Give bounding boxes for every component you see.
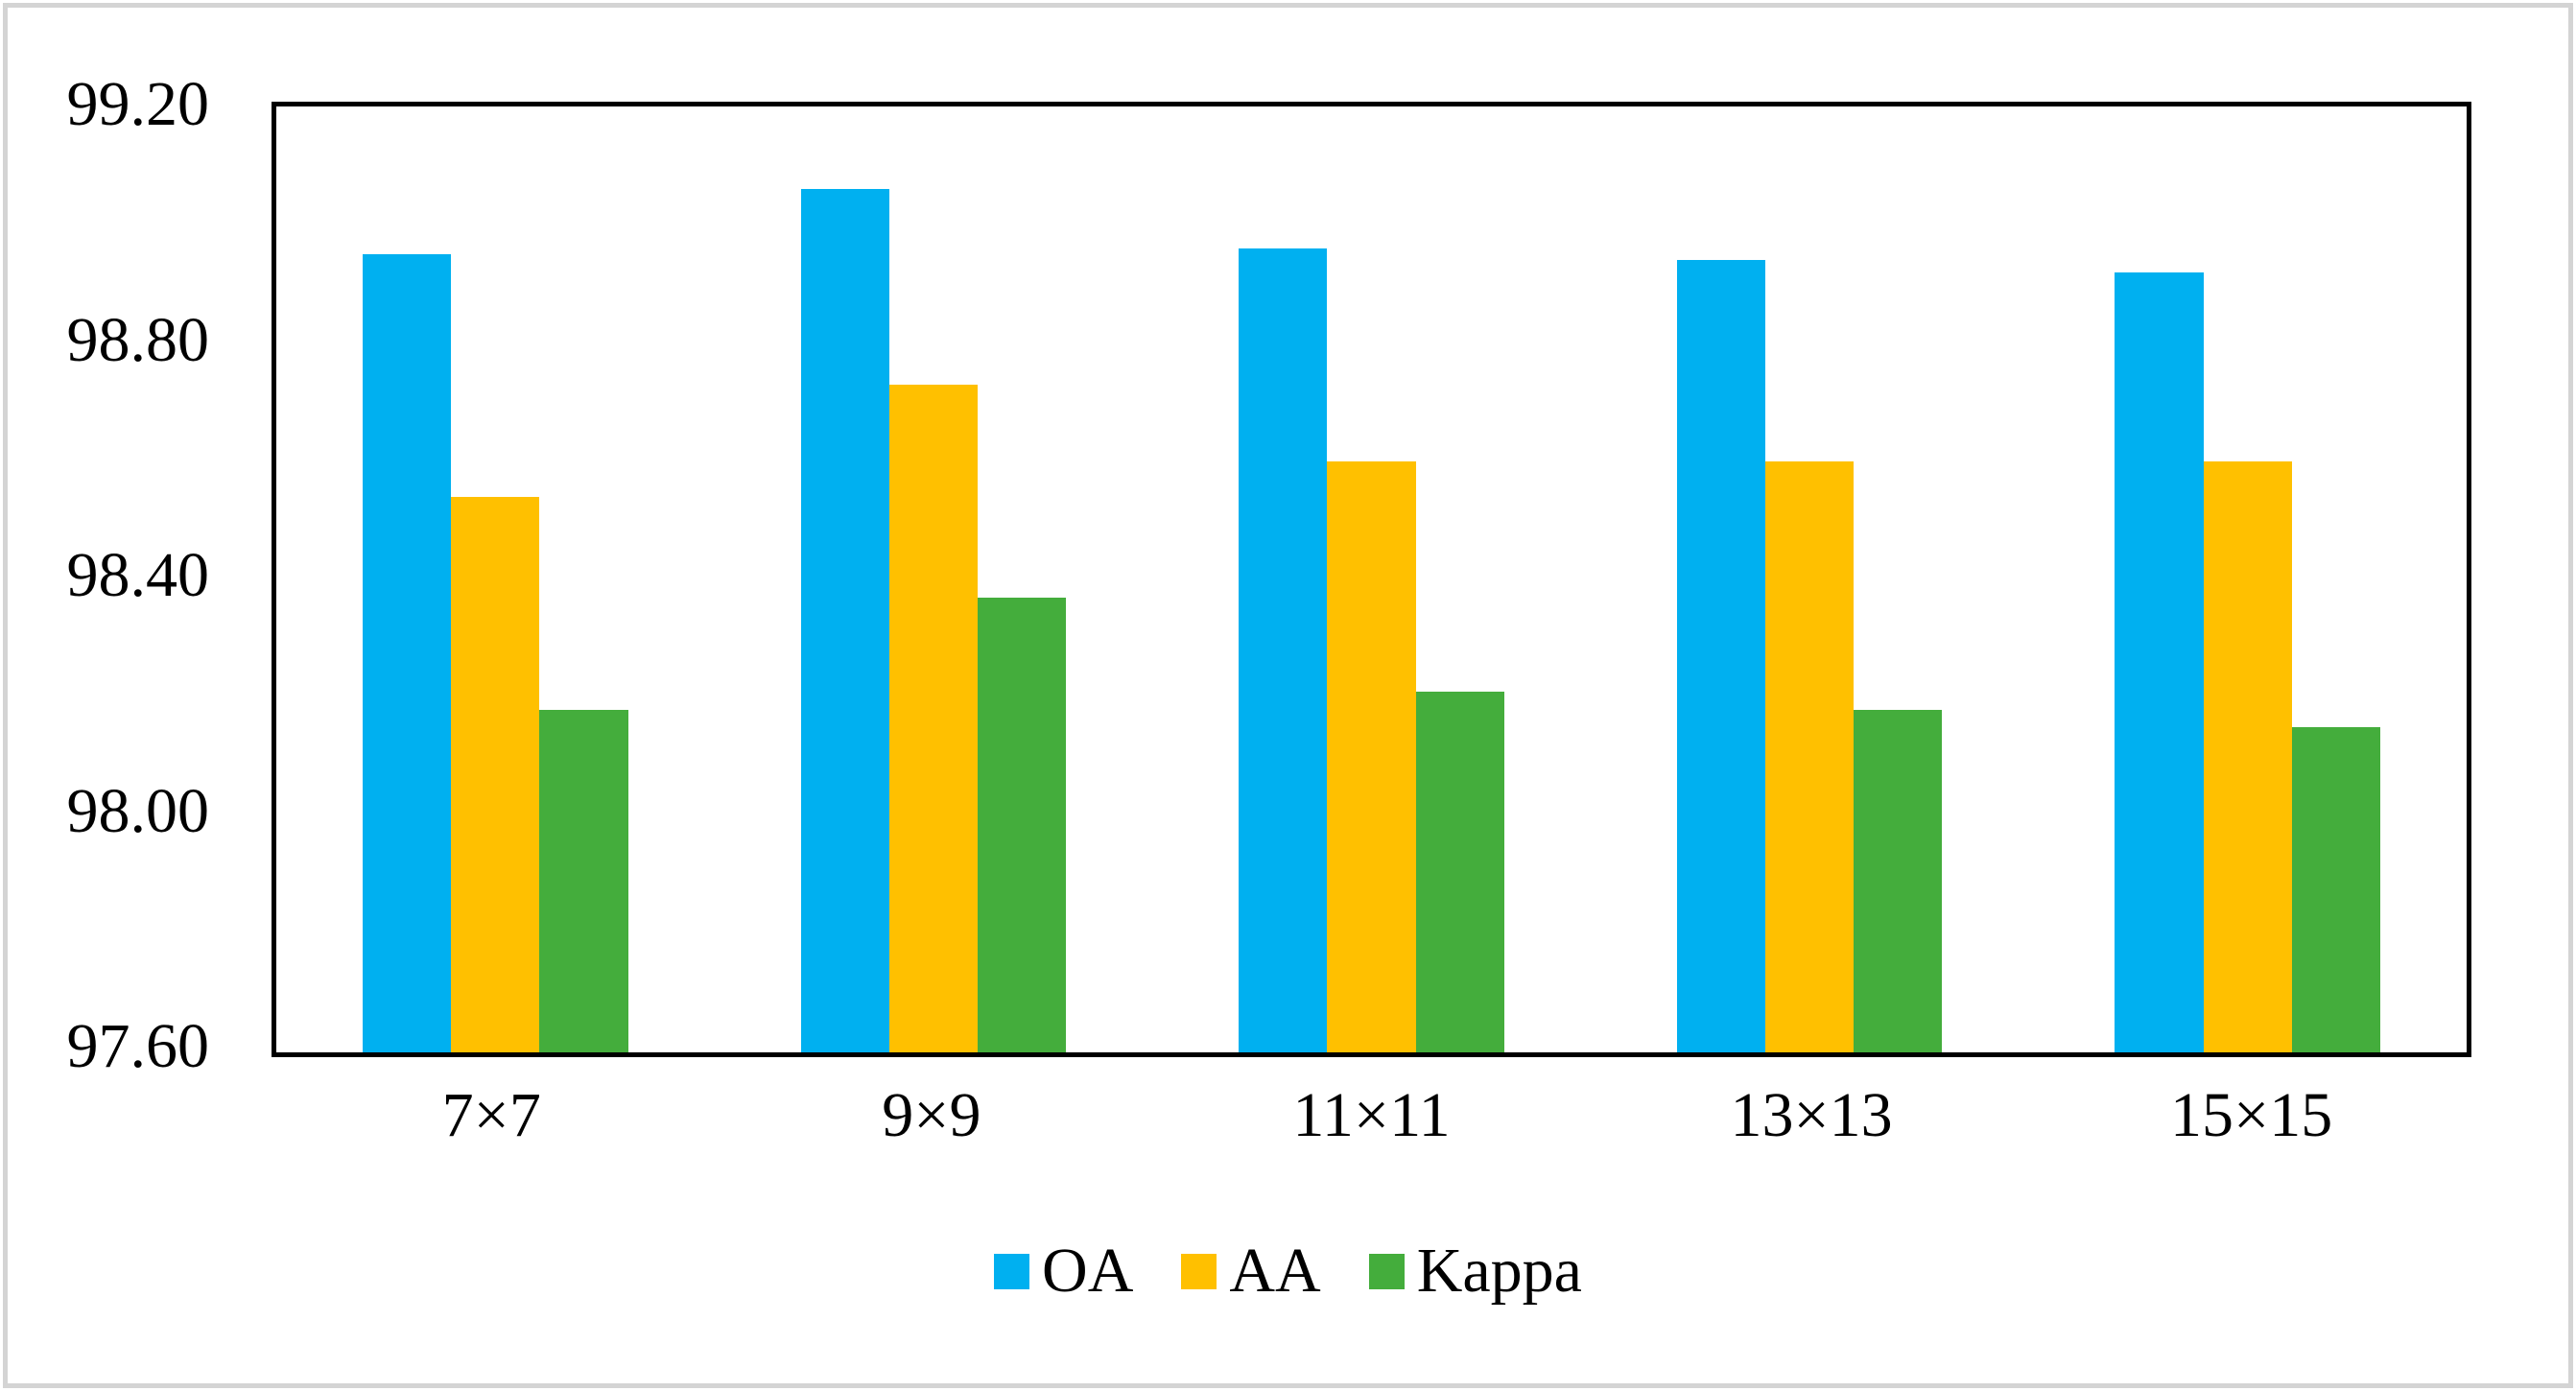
legend: OA AA Kappa <box>0 1239 2576 1303</box>
bar-aa-9×9 <box>888 384 978 1052</box>
bar-oa-9×9 <box>800 189 889 1052</box>
bar-group-9×9 <box>715 106 1153 1052</box>
legend-swatch-aa <box>1181 1253 1217 1289</box>
bar-kappa-9×9 <box>978 597 1067 1052</box>
bar-aa-13×13 <box>1764 460 1855 1052</box>
x-axis-label-9×9: 9×9 <box>882 1080 981 1150</box>
legend-swatch-oa <box>994 1253 1030 1289</box>
y-tick-label: 97.60 <box>66 1011 210 1081</box>
legend-label-aa: AA <box>1229 1236 1321 1306</box>
y-axis: 99.20 98.80 98.40 98.00 97.60 <box>38 73 210 1078</box>
x-axis-label-11×11: 11×11 <box>1292 1080 1451 1150</box>
bar-group-7×7 <box>276 106 715 1052</box>
y-tick-label: 98.80 <box>66 304 210 375</box>
legend-item-aa: AA <box>1181 1236 1321 1306</box>
bar-kappa-7×7 <box>539 709 628 1052</box>
bar-aa-7×7 <box>451 496 540 1052</box>
x-axis-label-15×15: 15×15 <box>2170 1080 2333 1150</box>
bar-aa-11×11 <box>1327 460 1416 1052</box>
y-tick-label: 99.20 <box>66 69 210 139</box>
legend-swatch-kappa <box>1368 1253 1405 1289</box>
bar-oa-13×13 <box>1676 260 1765 1052</box>
bar-group-13×13 <box>1591 106 2029 1052</box>
bar-aa-15×15 <box>2203 460 2292 1052</box>
x-axis-label-7×7: 7×7 <box>441 1080 541 1150</box>
x-axis-label-13×13: 13×13 <box>1730 1080 1893 1150</box>
x-axis: 7×7 9×9 11×11 13×13 15×15 <box>272 1079 2471 1152</box>
y-tick-label: 98.40 <box>66 540 210 610</box>
legend-label-oa: OA <box>1042 1236 1134 1306</box>
plot-area <box>272 102 2471 1057</box>
bar-kappa-11×11 <box>1415 692 1504 1052</box>
bar-group-11×11 <box>1152 106 1591 1052</box>
bar-kappa-13×13 <box>1854 709 1943 1052</box>
bar-oa-11×11 <box>1239 248 1328 1052</box>
legend-label-kappa: Kappa <box>1416 1236 1582 1306</box>
bar-oa-15×15 <box>2115 271 2204 1052</box>
bar-oa-7×7 <box>362 254 452 1052</box>
legend-item-oa: OA <box>994 1239 1133 1303</box>
bar-kappa-15×15 <box>2291 727 2380 1052</box>
y-tick-label: 98.00 <box>66 775 210 846</box>
bar-group-15×15 <box>2028 106 2467 1052</box>
legend-item-kappa: Kappa <box>1368 1236 1582 1306</box>
